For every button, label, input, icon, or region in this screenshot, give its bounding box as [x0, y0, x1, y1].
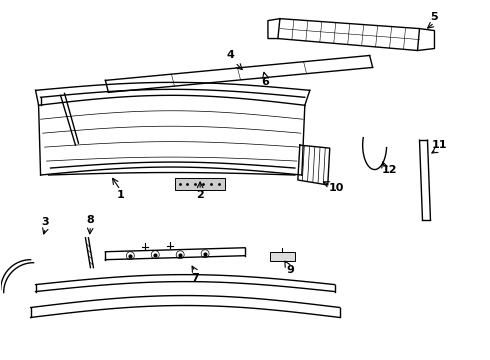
Bar — [270, 252, 295, 261]
Text: 3: 3 — [42, 217, 49, 227]
Text: 9: 9 — [286, 265, 294, 275]
Text: 4: 4 — [226, 50, 234, 60]
Text: 6: 6 — [261, 77, 269, 87]
Text: 10: 10 — [329, 183, 344, 193]
Bar — [175, 178, 225, 190]
Text: 7: 7 — [191, 273, 199, 283]
Text: 1: 1 — [117, 190, 124, 200]
Text: 8: 8 — [87, 215, 94, 225]
Text: 11: 11 — [432, 140, 447, 150]
Text: 12: 12 — [382, 165, 397, 175]
Text: 5: 5 — [431, 12, 438, 22]
Text: 2: 2 — [196, 190, 204, 200]
